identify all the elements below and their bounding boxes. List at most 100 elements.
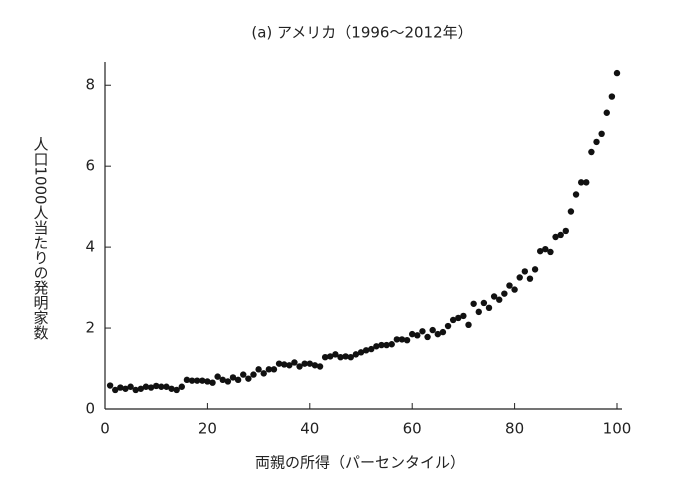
point: [362, 347, 370, 354]
point: [531, 266, 539, 273]
point: [306, 360, 313, 367]
point: [245, 375, 252, 382]
point: [588, 148, 595, 156]
point: [291, 359, 298, 366]
point: [424, 333, 431, 341]
y-axis-label: 人口1000人当たりの発明家数: [32, 136, 50, 339]
point: [178, 383, 185, 390]
y-tick-label: 8: [85, 76, 95, 94]
point: [193, 377, 201, 384]
point: [434, 330, 441, 338]
point: [281, 361, 288, 368]
point: [332, 351, 339, 358]
point: [567, 208, 575, 215]
point: [122, 385, 129, 392]
point: [511, 286, 518, 293]
x-tick-label: 20: [198, 420, 217, 438]
y-tick-label: 6: [85, 157, 95, 175]
point: [153, 382, 160, 390]
x-tick-label: 0: [100, 420, 110, 438]
point: [475, 308, 482, 316]
point: [409, 330, 416, 338]
point: [460, 312, 467, 320]
x-tick-label: 80: [505, 420, 524, 438]
point: [470, 300, 477, 307]
point: [255, 366, 262, 373]
point: [598, 130, 605, 137]
point: [296, 363, 303, 370]
point: [414, 332, 421, 339]
y-tick-label: 4: [85, 238, 95, 256]
point: [490, 293, 498, 300]
y-tick-label: 0: [85, 400, 95, 418]
point: [496, 296, 503, 303]
point: [224, 378, 232, 385]
point: [209, 379, 216, 386]
point: [147, 384, 155, 391]
point: [542, 245, 549, 253]
point: [439, 328, 447, 336]
point: [557, 231, 564, 239]
x-tick-label: 100: [603, 420, 632, 438]
point: [127, 383, 134, 390]
point: [444, 322, 452, 330]
point: [368, 345, 375, 353]
point: [465, 321, 472, 329]
chart-title: (a) アメリカ（1996〜2012年）: [251, 24, 472, 42]
point: [321, 353, 329, 361]
point: [577, 179, 585, 186]
x-tick-label: 40: [300, 420, 319, 438]
point: [270, 366, 278, 373]
point: [403, 337, 411, 344]
point: [106, 382, 114, 389]
point: [521, 268, 529, 275]
point: [572, 191, 580, 198]
point: [265, 366, 273, 373]
point: [137, 385, 145, 392]
point: [516, 274, 523, 281]
point: [142, 383, 150, 390]
x-tick-label: 60: [403, 420, 422, 438]
point: [250, 371, 257, 378]
point: [547, 248, 554, 256]
point: [603, 109, 610, 116]
point: [455, 314, 462, 322]
point: [393, 336, 401, 343]
point: [117, 384, 124, 391]
point: [132, 386, 139, 394]
point: [229, 374, 237, 381]
point: [608, 93, 616, 100]
point: [352, 351, 360, 358]
point: [593, 138, 600, 146]
point: [112, 386, 119, 394]
point: [342, 353, 349, 360]
x-axis-label: 両親の所得（パーセンタイル）: [255, 454, 465, 472]
point: [311, 362, 319, 369]
point: [357, 349, 365, 356]
point: [480, 299, 488, 307]
point: [163, 383, 170, 390]
point: [327, 353, 334, 360]
point: [234, 376, 242, 384]
point: [583, 179, 590, 186]
point: [158, 383, 165, 390]
point: [537, 247, 544, 255]
point: [260, 370, 267, 377]
point: [188, 377, 196, 384]
point: [214, 373, 221, 380]
point: [240, 371, 247, 378]
point: [168, 385, 175, 392]
point: [526, 275, 534, 282]
point: [501, 290, 508, 297]
point: [419, 328, 426, 335]
point: [316, 363, 324, 370]
point: [275, 360, 283, 367]
point: [337, 353, 344, 361]
point: [562, 227, 569, 235]
point: [449, 316, 457, 324]
y-tick-label: 2: [85, 319, 95, 337]
point: [552, 233, 559, 241]
point: [485, 304, 493, 312]
point: [429, 326, 436, 334]
